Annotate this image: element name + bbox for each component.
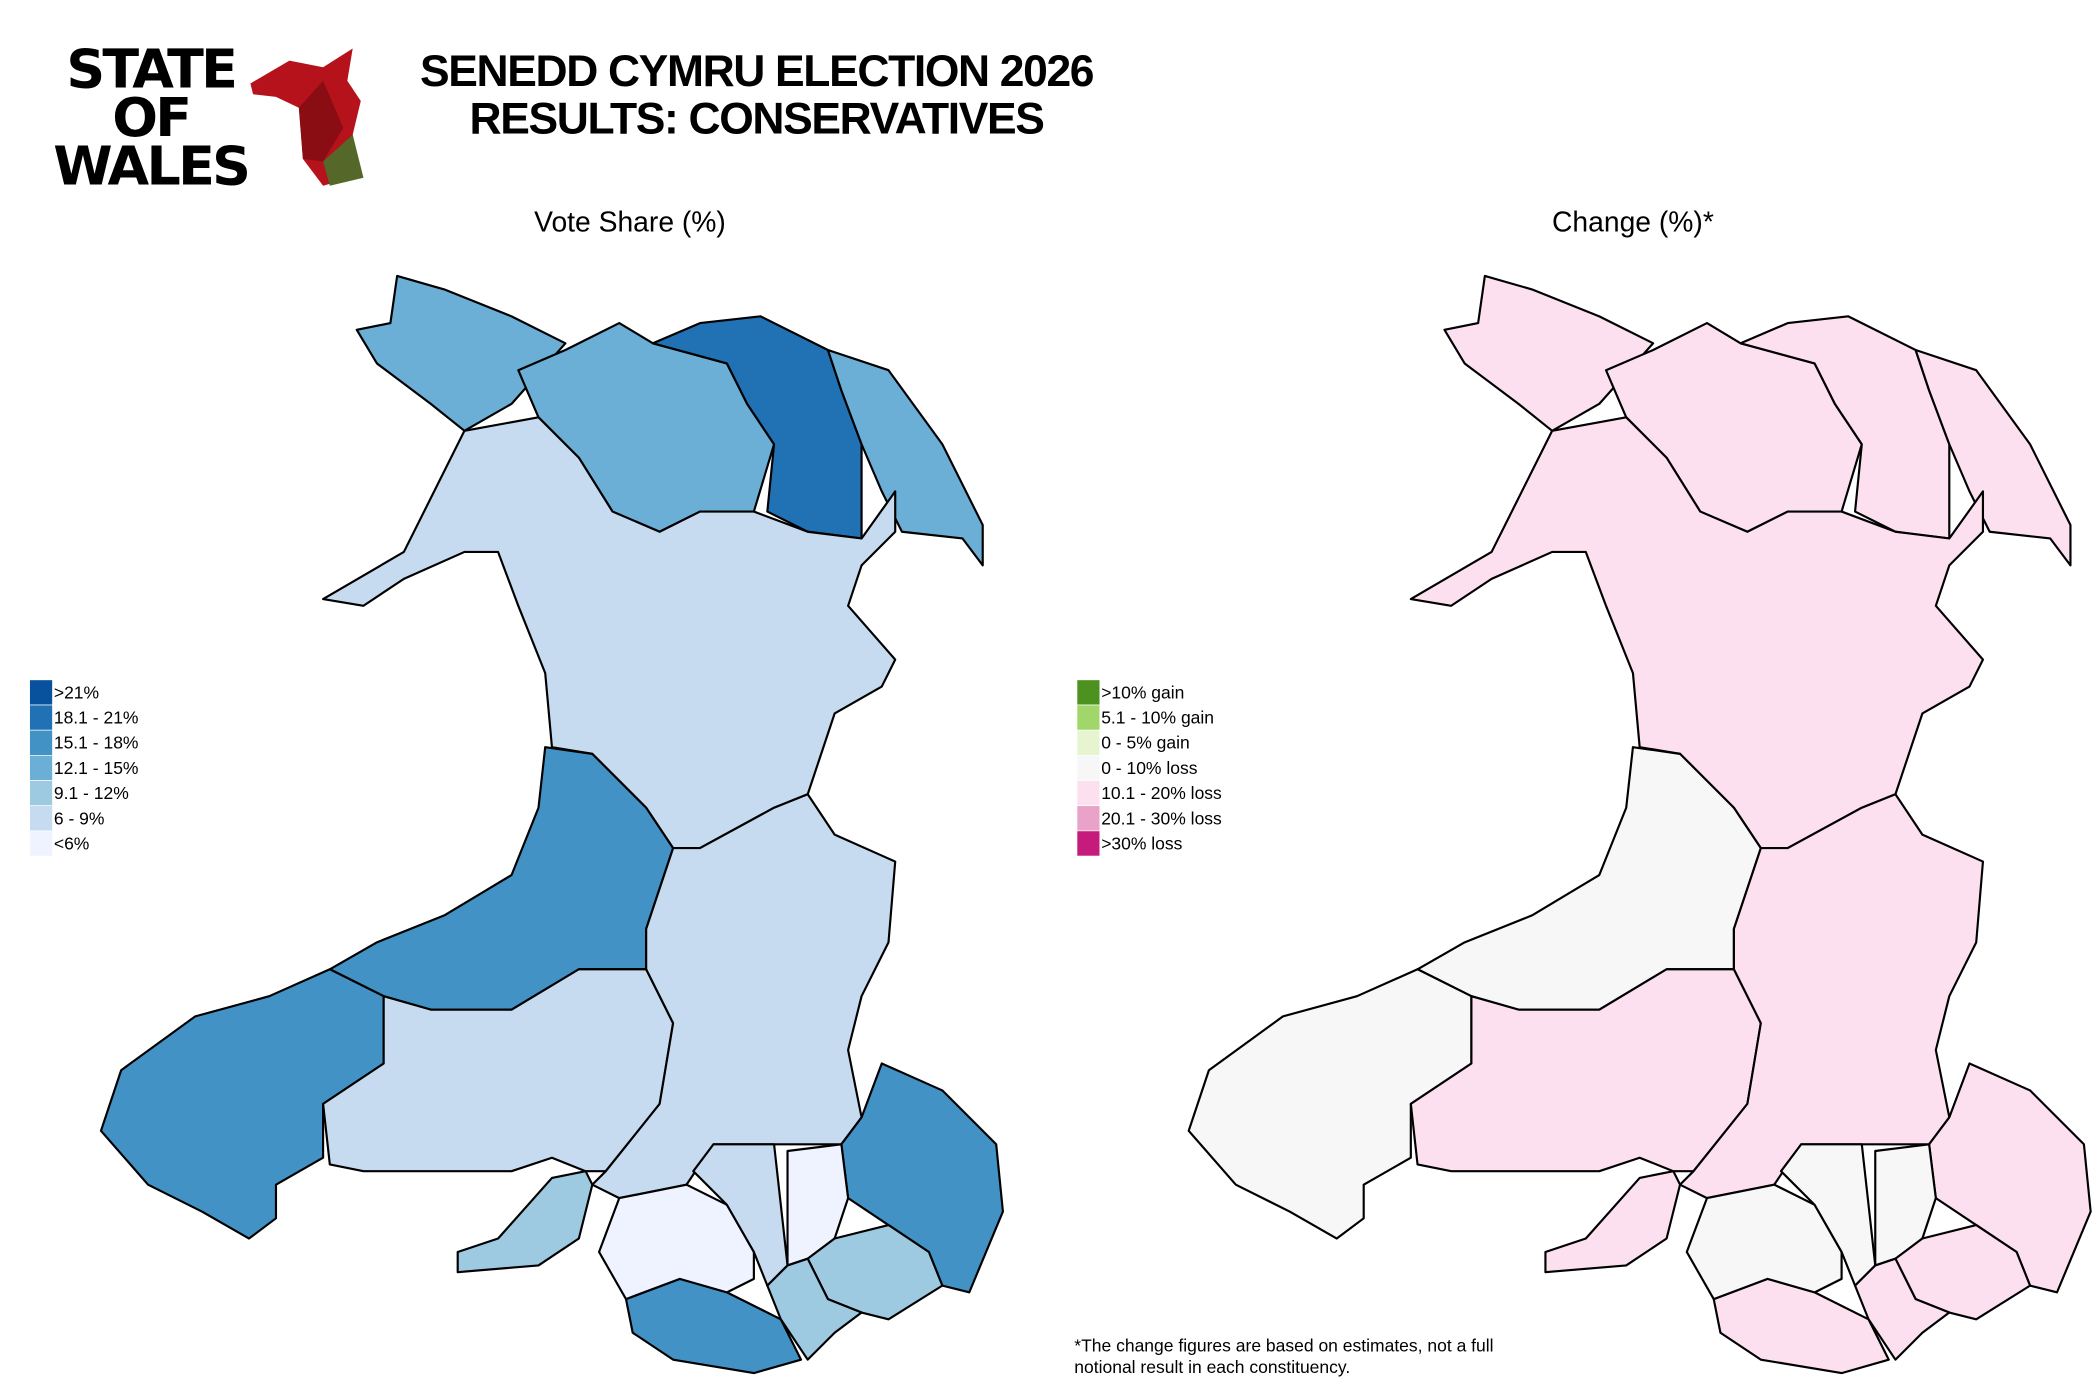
legend-label: 18.1 - 21% [54,708,139,728]
logo-text: WALES [53,134,248,197]
logo-text: STATE [66,38,235,101]
footnote: notional result in each constituency. [1074,1357,1350,1377]
legend-swatch [1076,755,1101,781]
legend-label: 5.1 - 10% gain [1101,708,1214,728]
constituency [766,1257,863,1361]
legend-swatch [29,729,53,756]
constituency [1928,1062,2092,1294]
legend-label: 15.1 - 18% [54,733,139,753]
legend-label: >21% [54,682,99,702]
legend-swatch [1076,704,1101,731]
constituency [1187,968,1473,1240]
legend-label: <6% [54,833,90,853]
header-title: SENEDD CYMRU ELECTION 2026 [420,47,1094,96]
legend-swatch [29,679,53,706]
constituency [1685,1183,1843,1301]
legend-swatch [29,704,53,731]
dragon-logo [250,48,364,186]
constituency [1544,1170,1682,1274]
constituency [456,1170,594,1274]
footnote: *The change figures are based on estimat… [1074,1336,1493,1356]
legend-label: 20.1 - 30% loss [1101,808,1222,828]
constituency [597,1183,755,1301]
legend-label: 0 - 10% loss [1101,758,1198,778]
legend-swatch [29,805,53,832]
header-title: RESULTS: CONSERVATIVES [470,94,1044,143]
legend-swatch [1076,805,1101,832]
constituency [99,968,385,1240]
map-title: Vote Share (%) [534,206,726,238]
map-title: Change (%)* [1552,206,1714,238]
logo-text: OF [112,86,189,149]
legend-label: 12.1 - 15% [54,758,139,778]
legend-swatch [1076,729,1101,756]
legend-swatch [29,755,53,781]
legend-label: 9.1 - 12% [54,783,129,803]
change-map [1187,274,2092,1375]
legend-label: 6 - 9% [54,808,105,828]
constituency [826,348,984,567]
constituency [591,793,897,1200]
legend: >21% 18.1 - 21% 15.1 - 18% 12.1 - 15% 9.1 - … [29,679,139,857]
constituency [355,274,567,432]
constituency [1678,793,1985,1200]
legend-label: 0 - 5% gain [1101,733,1190,753]
constituency [840,1062,1004,1294]
constituency [1853,1257,1951,1361]
legend-swatch [1076,780,1101,807]
constituency [1443,274,1655,432]
legend-swatch [29,830,53,857]
vote-share-map [99,274,1004,1375]
legend: >10% gain 5.1 - 10% gain 0 - 5% gain 0 - 10… [1076,679,1222,857]
legend-swatch [1076,679,1101,706]
constituency [1914,348,2072,567]
constituency [1409,416,1985,850]
constituency [322,416,897,850]
legend-swatch [29,780,53,807]
legend-swatch [1076,830,1101,857]
legend-label: >30% loss [1101,833,1182,853]
content: STATE OF WALES SENEDD CYMRU ELECTION 202… [29,38,2092,1377]
legend-label: >10% gain [1101,682,1184,702]
legend-label: 10.1 - 20% loss [1101,783,1222,803]
